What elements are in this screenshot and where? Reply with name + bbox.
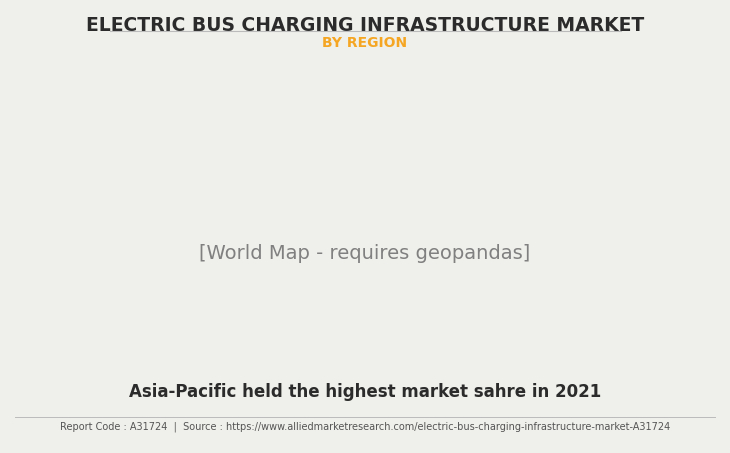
Text: [World Map - requires geopandas]: [World Map - requires geopandas]: [199, 244, 531, 263]
Text: ELECTRIC BUS CHARGING INFRASTRUCTURE MARKET: ELECTRIC BUS CHARGING INFRASTRUCTURE MAR…: [86, 16, 644, 35]
Text: Asia-Pacific held the highest market sahre in 2021: Asia-Pacific held the highest market sah…: [129, 383, 601, 401]
Text: BY REGION: BY REGION: [323, 36, 407, 50]
Text: Report Code : A31724  |  Source : https://www.alliedmarketresearch.com/electric-: Report Code : A31724 | Source : https://…: [60, 421, 670, 432]
